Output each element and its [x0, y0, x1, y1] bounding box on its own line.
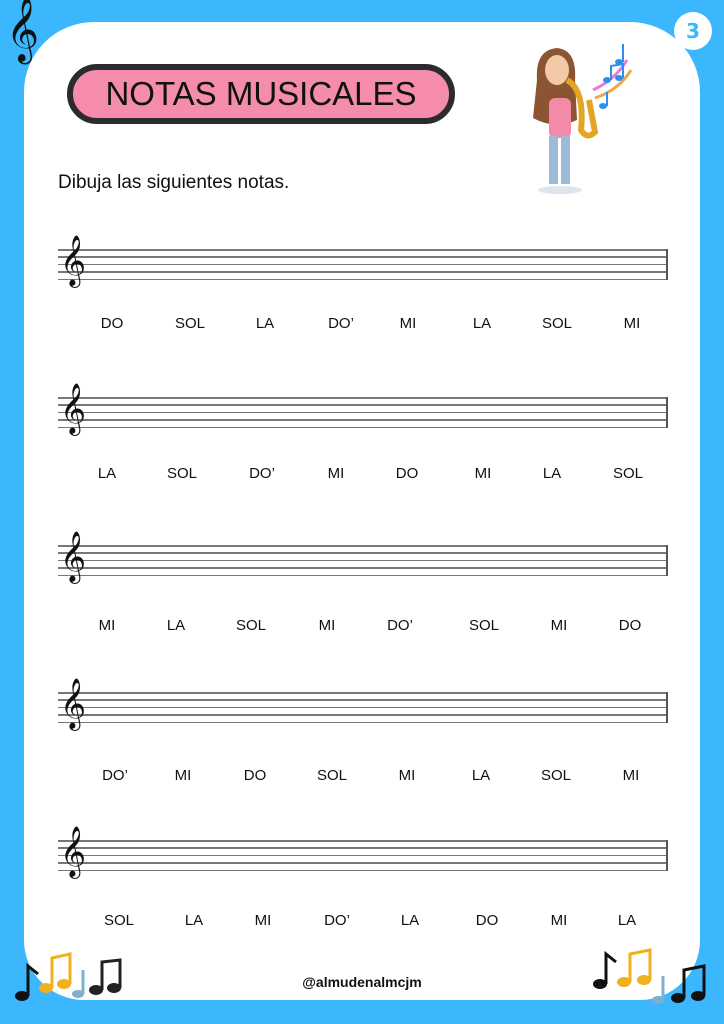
note-label: SOL — [540, 767, 572, 784]
note-label: SOL — [468, 617, 500, 634]
staff-end-bar — [666, 249, 668, 280]
note-label: LA — [471, 767, 491, 784]
note-label: MI — [318, 617, 336, 634]
staff-end-bar — [666, 840, 668, 871]
page-number-badge: 3 — [674, 12, 712, 50]
staff-line — [58, 714, 668, 716]
staff-line — [58, 426, 668, 429]
staff-line — [58, 721, 668, 724]
author-handle: @almudenalmcjm — [302, 974, 422, 990]
note-label: MI — [174, 767, 192, 784]
staff-line — [58, 706, 668, 709]
music-notes-icon — [593, 948, 706, 1004]
note-label: SOL — [541, 315, 573, 332]
note-label: DO — [475, 912, 499, 929]
note-label: DO — [618, 617, 642, 634]
treble-clef-icon: 𝄞 — [60, 235, 87, 286]
note-label: MI — [327, 465, 345, 482]
staff-line — [58, 869, 668, 872]
note-label: MI — [254, 912, 272, 929]
staff-line — [58, 559, 668, 562]
note-label: MI — [474, 465, 492, 482]
saxophone-girl-illustration — [533, 44, 633, 194]
staff-line — [58, 249, 668, 251]
staff-line — [58, 699, 668, 701]
note-label: SOL — [235, 617, 267, 634]
note-label: DO’ — [328, 315, 354, 332]
note-label: LA — [542, 465, 562, 482]
note-label: SOL — [103, 912, 135, 929]
staff-line — [58, 271, 668, 273]
music-staff: 𝄞 — [58, 239, 668, 283]
staff-line — [58, 263, 668, 266]
note-label: MI — [550, 912, 568, 929]
note-label: LA — [166, 617, 186, 634]
note-label: LA — [184, 912, 204, 929]
staff-line — [58, 847, 668, 849]
music-notes-icon — [15, 952, 122, 1001]
music-staff: 𝄞 — [58, 830, 668, 874]
staff-line — [58, 397, 668, 399]
staff-end-bar — [666, 397, 668, 428]
staff-line — [58, 692, 668, 694]
staff-line — [58, 256, 668, 258]
note-label: LA — [400, 912, 420, 929]
page-title: NOTAS MUSICALES — [67, 64, 455, 124]
note-label: LA — [472, 315, 492, 332]
staff-line — [58, 854, 668, 857]
music-staff: 𝄞 — [58, 387, 668, 431]
staff-line — [58, 411, 668, 414]
treble-clef-icon: 𝄞 — [60, 678, 87, 729]
staff-line — [58, 545, 668, 547]
staff-end-bar — [666, 545, 668, 576]
note-label: MI — [623, 315, 641, 332]
note-label: LA — [255, 315, 275, 332]
note-label: SOL — [174, 315, 206, 332]
note-label: LA — [97, 465, 117, 482]
treble-clef-icon: 𝄞 — [60, 826, 87, 877]
note-label: DO’ — [102, 767, 128, 784]
staff-line — [58, 278, 668, 281]
note-label: DO — [243, 767, 267, 784]
note-label: DO’ — [249, 465, 275, 482]
note-label: DO — [395, 465, 419, 482]
note-label: DO’ — [387, 617, 413, 634]
staff-line — [58, 404, 668, 406]
treble-clef-icon: 𝄞 — [6, 0, 40, 62]
instruction-text: Dibuja las siguientes notas. — [58, 172, 290, 193]
staff-line — [58, 862, 668, 864]
worksheet-card — [24, 22, 700, 1000]
note-label: SOL — [612, 465, 644, 482]
treble-clef-icon: 𝄞 — [60, 531, 87, 582]
staff-line — [58, 552, 668, 554]
note-label: MI — [399, 315, 417, 332]
staff-line — [58, 567, 668, 569]
music-staff: 𝄞 — [58, 535, 668, 579]
note-label: MI — [398, 767, 416, 784]
staff-line — [58, 840, 668, 842]
music-staff: 𝄞 — [58, 682, 668, 726]
staff-end-bar — [666, 692, 668, 723]
note-label: LA — [617, 912, 637, 929]
note-label: SOL — [316, 767, 348, 784]
staff-line — [58, 574, 668, 577]
note-label: MI — [98, 617, 116, 634]
treble-clef-icon: 𝄞 — [60, 383, 87, 434]
staff-line — [58, 419, 668, 421]
note-label: DO’ — [324, 912, 350, 929]
note-label: SOL — [166, 465, 198, 482]
note-label: DO — [100, 315, 124, 332]
note-label: MI — [622, 767, 640, 784]
note-label: MI — [550, 617, 568, 634]
